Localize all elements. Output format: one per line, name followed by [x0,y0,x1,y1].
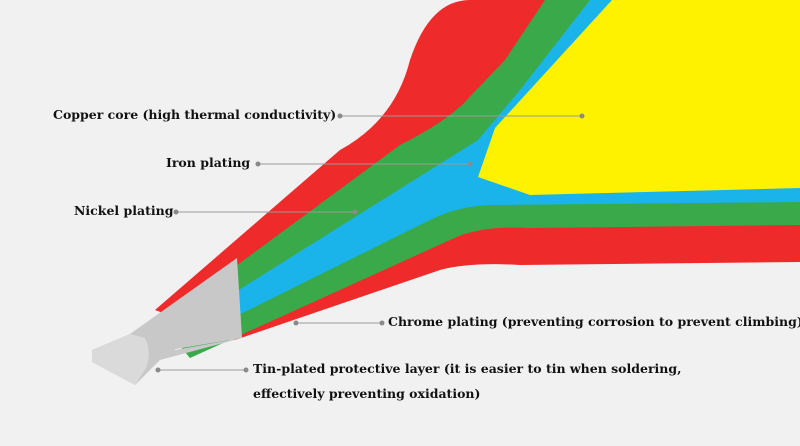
leader-end-chrome-plating [379,320,385,326]
leader-dot-copper-core [337,113,343,119]
label-copper-core: Copper core (high thermal conductivity) [53,107,337,122]
copper-core-layer [478,0,800,195]
leader-dot-nickel-plating [173,209,179,215]
leader-end-copper-core [579,113,585,119]
label-chrome-plating: Chrome plating (preventing corrosion to … [388,314,800,329]
leader-end-iron-plating [467,161,473,167]
leader-end-nickel-plating [352,209,358,215]
label-tin-layer-line1: Tin-plated protective layer (it is easie… [253,361,682,376]
leader-dot-iron-plating [255,161,261,167]
tin-plated-tip [158,258,242,350]
label-iron-plating: Iron plating [166,155,251,170]
label-tin-layer-line2: effectively preventing oxidation) [253,386,481,401]
leader-end-tin-layer [243,367,249,373]
label-nickel-plating: Nickel plating [74,203,174,218]
tin-plated-tip-face [92,334,149,385]
leader-dot-chrome-plating [293,320,299,326]
leader-dot-tin-layer [155,367,161,373]
